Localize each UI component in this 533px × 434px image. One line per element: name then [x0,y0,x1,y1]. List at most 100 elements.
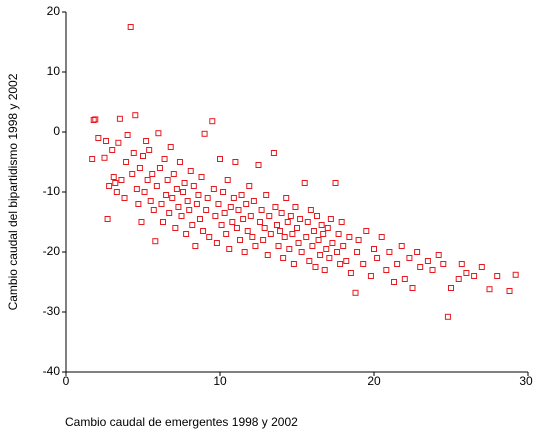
point [354,249,361,255]
point [338,219,345,225]
point [471,273,478,279]
point [252,243,259,249]
point [218,222,225,228]
point [267,231,274,237]
point [135,201,142,207]
point [360,261,367,267]
point [215,201,222,207]
point [260,237,267,243]
point [201,130,208,137]
point [444,313,451,320]
point [221,210,228,216]
point [440,261,447,267]
point [147,198,154,204]
point [318,222,325,228]
point [195,192,202,198]
point [363,228,370,234]
point [123,159,130,165]
point [337,261,344,267]
point [155,130,162,137]
point [283,195,290,201]
point [140,153,146,159]
point [95,135,102,141]
point [312,264,319,270]
point [463,270,470,276]
point [429,267,436,273]
point [193,201,200,207]
point [158,201,165,207]
point [133,186,140,192]
point [190,183,197,189]
point [320,231,327,237]
y-tick-label: -20 [43,244,61,258]
point [183,231,190,237]
x-tick-label: 0 [63,374,70,388]
point [106,183,113,189]
point [391,279,398,285]
point [294,225,300,231]
point [263,192,270,198]
point [374,255,381,261]
point [138,219,145,225]
point [180,189,187,195]
point [213,240,220,246]
point [297,216,304,222]
point [290,261,297,267]
point [323,246,330,252]
point [144,177,151,183]
point [329,240,336,246]
point [223,231,230,237]
point [192,243,199,249]
point [196,216,203,222]
point [346,234,353,240]
point [321,267,328,273]
point [90,117,97,123]
point [172,225,179,231]
point [124,132,131,138]
x-tick-label: 20 [367,374,381,388]
point [424,258,431,264]
point [307,207,314,213]
point [247,213,254,219]
point [110,174,117,180]
point [189,222,196,228]
point [494,273,501,279]
point [287,213,294,219]
y-tick-label: -40 [43,364,61,378]
point [343,258,350,264]
point [486,286,493,293]
point [301,180,308,186]
x-tick-label: 30 [519,374,533,388]
point [152,238,159,245]
point [220,189,227,195]
point [334,249,341,255]
point [266,213,273,219]
point [167,144,174,150]
point [230,195,237,201]
point [289,231,296,237]
point [237,237,244,243]
point [257,219,264,225]
point [227,204,234,210]
point [270,150,277,156]
y-tick-label: -30 [43,304,61,318]
point [371,246,377,252]
point [136,165,143,171]
point [284,219,291,225]
point [163,192,170,198]
point [198,174,205,180]
point [127,24,134,30]
point [304,219,311,225]
point [255,162,262,168]
point [176,159,183,165]
point [394,261,401,267]
point [235,207,242,213]
point [278,210,285,216]
point [310,228,317,234]
point [240,216,247,222]
point [212,213,219,219]
point [417,264,424,270]
point [146,147,153,153]
point [206,234,213,240]
